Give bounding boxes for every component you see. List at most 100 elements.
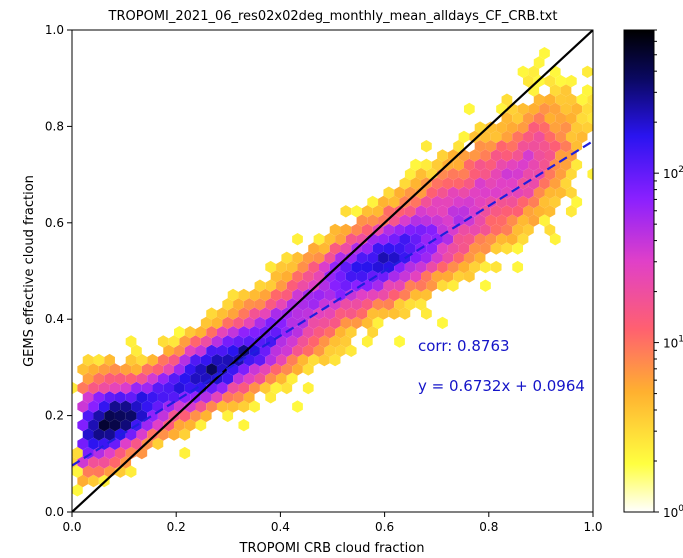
hexbin-cell [458, 205, 470, 218]
hexbin-cell [421, 288, 432, 302]
hexbin-cell [517, 102, 529, 116]
hexbin-cell [442, 195, 454, 209]
hexbin-cell [152, 363, 164, 376]
hexbin-cell [587, 93, 593, 106]
hexbin-cell [490, 167, 502, 181]
hexbin-cell [125, 353, 137, 367]
hexbin-cell [496, 158, 507, 171]
hexbin-cell [313, 270, 325, 283]
hexbin-cell [523, 130, 534, 144]
hexbin-cell [227, 381, 239, 395]
hexbin-cell [383, 205, 395, 218]
hexbin-cell [447, 242, 459, 255]
hexbin-cell [104, 446, 115, 460]
hexbin-cell [82, 465, 94, 478]
hexbin-cell [410, 288, 422, 302]
hexbin-cell [501, 205, 513, 218]
hexbin-cell [576, 112, 588, 125]
hexbin-cell [77, 419, 89, 432]
hexbin-cell [458, 186, 470, 199]
hexbin-cell [109, 363, 121, 376]
hexbin-cell [222, 353, 234, 367]
hexbin-cell [480, 205, 491, 218]
hexbin-cell [539, 177, 550, 190]
hexbin-cell [152, 381, 164, 395]
hexbin-cell [372, 260, 384, 274]
hexbin-cell [378, 288, 389, 302]
hexbin-cell [302, 251, 314, 264]
hexbin-cell [528, 158, 540, 171]
hexbin-cell [179, 409, 191, 423]
hexbin-cell [437, 242, 448, 255]
hexbin-cell [281, 288, 293, 302]
hexbin-cell [72, 465, 83, 478]
hexbin-cell [582, 84, 593, 97]
hexbin-cell [544, 223, 556, 237]
hexbin-cell [238, 400, 250, 413]
hexbin-cell [378, 214, 389, 227]
hexbin-cell [157, 409, 169, 423]
hexbin-cell [458, 260, 470, 274]
hexbin-cell [184, 363, 196, 376]
hexbin-cell [501, 223, 513, 237]
hexbin-cell [104, 372, 115, 385]
hexbin-cell [292, 307, 303, 320]
hexbin-cell [496, 233, 507, 246]
hexbin-cell [136, 409, 148, 423]
hexbin-cell [120, 400, 132, 413]
hexbin-cell [469, 167, 481, 181]
hexbin-cell [372, 205, 384, 218]
hexbin-cell [104, 428, 115, 441]
hexbin-cell [447, 149, 459, 162]
hexbin-cell [458, 130, 470, 144]
hexbin-cell [318, 242, 330, 255]
hexbin-cell [184, 326, 196, 339]
hexbin-cell [571, 140, 583, 153]
hexbin-cell [72, 484, 83, 497]
hexbin-cell [523, 112, 534, 125]
hexbin-cell [356, 251, 368, 264]
hexbin-cell [453, 195, 464, 209]
hexbin-cell [404, 167, 416, 181]
hexbin-cell [549, 140, 561, 153]
hexbin-cell [528, 195, 540, 209]
hexbin-cell [157, 372, 169, 385]
hexbin-cell [216, 381, 228, 395]
hexbin-cell [292, 251, 303, 264]
hexbin-cell [469, 186, 481, 199]
hexbin-cell [200, 409, 212, 423]
hexbin-cell [576, 130, 588, 144]
hexbin-cell [512, 112, 524, 125]
hexbin-cell [356, 214, 368, 227]
hexbin-cell [195, 344, 207, 357]
hexbin-cell [404, 298, 416, 311]
hexbin-cell [565, 112, 577, 125]
hexbin-cell [238, 344, 250, 357]
hexbin-cell [292, 363, 303, 376]
y-tick-label: 0.6 [45, 216, 64, 230]
hexbin-cell [437, 260, 448, 274]
hexbin-cell [340, 279, 352, 292]
hexbin-cell [517, 233, 529, 246]
hexbin-cell [587, 167, 593, 181]
hexbin-cell [560, 84, 572, 97]
hexbin-cell [157, 391, 169, 404]
hexbin-cell [544, 130, 556, 144]
hexbin-cell [533, 149, 545, 162]
hexbin-cell [340, 335, 352, 348]
hexbin-cell [351, 279, 362, 292]
hexbin-cell [195, 326, 207, 339]
hexbin-cell [329, 353, 341, 367]
hexbin-cell [211, 316, 223, 330]
hexbin-cell [523, 167, 534, 181]
hexbin-cell [571, 121, 583, 134]
hexbin-cell [571, 102, 583, 116]
hexbin-cell [249, 288, 260, 302]
hexbin-cell [458, 242, 470, 255]
hexbin-cell [125, 391, 137, 404]
hexbin-cell [157, 335, 169, 348]
hexbin-cell [163, 344, 175, 357]
hexbin-cell [286, 372, 298, 385]
hexbin-cell [372, 316, 384, 330]
hexbin-cell [480, 279, 491, 292]
